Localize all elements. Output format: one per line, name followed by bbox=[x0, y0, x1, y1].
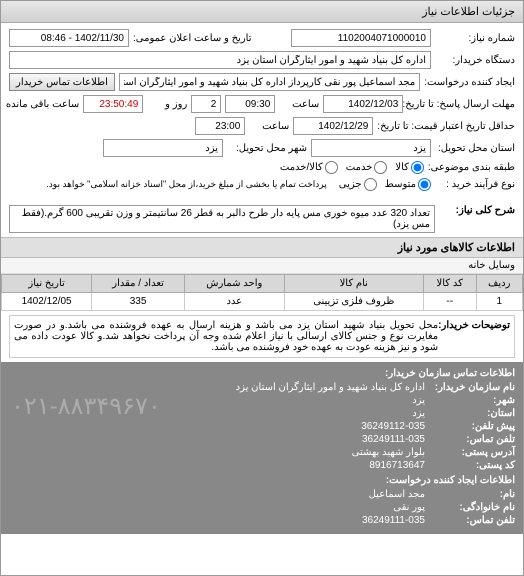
packaging-opt1[interactable]: کالا bbox=[395, 161, 424, 174]
table-row[interactable]: 1 -- ظروف فلزی تزیینی عدد 335 1402/12/05 bbox=[2, 293, 523, 311]
contact-section: ۰۲۱-۸۸۳۴۹۶۷۰ اطلاعات تماس سازمان خریدار:… bbox=[1, 362, 523, 534]
contact-name-label: نام: bbox=[425, 489, 515, 500]
contact-button[interactable]: اطلاعات تماس خریدار bbox=[9, 73, 115, 91]
contact-province: یزد bbox=[412, 408, 425, 419]
th-code: کد کالا bbox=[423, 275, 476, 293]
org-input[interactable] bbox=[9, 51, 431, 69]
contact-name: مجد اسماعیل bbox=[369, 489, 425, 500]
td-qty: 335 bbox=[92, 293, 185, 311]
th-unit: واحد شمارش bbox=[184, 275, 284, 293]
remain-time-input[interactable] bbox=[83, 95, 143, 113]
contact-postal-label: آدرس پستی: bbox=[425, 447, 515, 458]
description-input[interactable]: تعداد 320 عدد میوه خوری مس پایه دار طرح … bbox=[9, 205, 435, 233]
province-input[interactable] bbox=[311, 139, 431, 157]
td-code: -- bbox=[423, 293, 476, 311]
main-window: جزئیات اطلاعات نیاز شماره نیاز: تاریخ و … bbox=[0, 0, 524, 576]
send-time-input[interactable] bbox=[225, 95, 275, 113]
td-name: ظروف فلزی تزیینی bbox=[284, 293, 423, 311]
send-deadline-label: مهلت ارسال پاسخ: تا تاریخ: bbox=[407, 99, 515, 110]
th-qty: تعداد / مقدار bbox=[92, 275, 185, 293]
th-date: تاریخ نیاز bbox=[2, 275, 92, 293]
purchase-radio2[interactable] bbox=[364, 178, 377, 191]
org-label: دستگاه خریدار: bbox=[435, 55, 515, 66]
contact-family: پور نقی bbox=[393, 502, 425, 513]
packaging-radio-group: کالا خدمت کالا/خدمت bbox=[280, 161, 424, 174]
window-titlebar: جزئیات اطلاعات نیاز bbox=[1, 1, 523, 23]
contact-phone-label: پیش تلفن: bbox=[425, 421, 515, 432]
days-input[interactable] bbox=[191, 95, 221, 113]
window-title: جزئیات اطلاعات نیاز bbox=[422, 6, 515, 18]
packaging-label: طبقه بندی موضوعی: bbox=[428, 162, 515, 173]
contact-family-label: نام خانوادگی: bbox=[425, 502, 515, 513]
td-row: 1 bbox=[476, 293, 522, 311]
credit-label: حداقل تاریخ اعتبار قیمت: تا تاریخ: bbox=[377, 121, 515, 132]
buyer-notes-text: محل تحویل بنیاد شهید استان یزد می باشد و… bbox=[14, 320, 438, 353]
contact-postal: بلوار شهید بهشتی bbox=[352, 447, 425, 458]
purchase-radio1[interactable] bbox=[418, 178, 431, 191]
goods-category: وسایل خانه bbox=[1, 258, 523, 274]
date-label: تاریخ و ساعت اعلان عمومی: bbox=[133, 33, 252, 44]
buyer-notes-label: توضیحات خریدار: bbox=[438, 320, 510, 353]
table-header-row: ردیف کد کالا نام کالا واحد شمارش تعداد /… bbox=[2, 275, 523, 293]
city-input[interactable] bbox=[103, 139, 223, 157]
contact-postcode-label: کد پستی: bbox=[425, 460, 515, 471]
packaging-radio2[interactable] bbox=[374, 161, 387, 174]
days-label: روز و bbox=[147, 99, 187, 110]
credit-time-label: ساعت bbox=[249, 121, 289, 132]
td-unit: عدد bbox=[184, 293, 284, 311]
contact-org-label: نام سازمان خریدار: bbox=[425, 382, 515, 393]
contact-tel-label: تلفن تماس: bbox=[425, 515, 515, 526]
creator-title: اطلاعات ایجاد کننده درخواست: bbox=[9, 475, 515, 486]
date-input[interactable] bbox=[9, 29, 129, 47]
goods-section-header: اطلاعات کالاهای مورد نیاز bbox=[1, 237, 523, 258]
description-row: شرح کلی نیاز: تعداد 320 عدد میوه خوری مس… bbox=[1, 201, 523, 237]
credit-time-input[interactable] bbox=[195, 117, 245, 135]
contact-org: اداره کل بنیاد شهید و امور ایثارگران است… bbox=[236, 382, 425, 393]
th-row: ردیف bbox=[476, 275, 522, 293]
contact-phone: 36249112-035 bbox=[361, 421, 425, 432]
purchase-note: پرداخت تمام یا بخشی از مبلغ خرید،از محل … bbox=[46, 179, 326, 190]
contact-city-label: شهر: bbox=[425, 395, 515, 406]
purchase-radio-group: متوسط جزیی bbox=[339, 178, 431, 191]
contact-postcode: 8916713647 bbox=[369, 460, 425, 471]
watermark-phone: ۰۲۱-۸۸۳۴۹۶۷۰ bbox=[11, 392, 161, 421]
purchase-label: نوع فرآیند خرید : bbox=[435, 179, 515, 190]
contact-tel: 36249111-035 bbox=[362, 515, 425, 526]
city-label: شهر محل تحویل: bbox=[227, 143, 307, 154]
goods-table: ردیف کد کالا نام کالا واحد شمارش تعداد /… bbox=[1, 274, 523, 311]
buyer-notes-box: توضیحات خریدار: محل تحویل بنیاد شهید است… bbox=[9, 315, 515, 358]
remain-label: ساعت باقی مانده bbox=[9, 99, 79, 110]
contact-province-label: استان: bbox=[425, 408, 515, 419]
req-number-label: شماره نیاز: bbox=[435, 33, 515, 44]
purchase-opt1[interactable]: متوسط bbox=[385, 178, 431, 191]
packaging-opt3[interactable]: کالا/خدمت bbox=[280, 161, 338, 174]
contact-fax-label: تلفن تماس: bbox=[425, 434, 515, 445]
packaging-opt2[interactable]: خدمت bbox=[346, 161, 388, 174]
contact-fax: 36249111-035 bbox=[362, 434, 425, 445]
description-label: شرح کلی نیاز: bbox=[435, 205, 515, 216]
send-time-label: ساعت bbox=[279, 99, 319, 110]
td-date: 1402/12/05 bbox=[2, 293, 92, 311]
contact-title: اطلاعات تماس سازمان خریدار: bbox=[9, 368, 515, 379]
req-number-input[interactable] bbox=[291, 29, 431, 47]
packaging-radio3[interactable] bbox=[325, 161, 338, 174]
purchase-opt2[interactable]: جزیی bbox=[339, 178, 377, 191]
credit-date-input[interactable] bbox=[293, 117, 373, 135]
creator-label: ایجاد کننده درخواست: bbox=[424, 77, 515, 88]
creator-input[interactable] bbox=[119, 73, 420, 91]
province-label: استان محل تحویل: bbox=[435, 143, 515, 154]
send-date-input[interactable] bbox=[323, 95, 403, 113]
header-section: شماره نیاز: تاریخ و ساعت اعلان عمومی: دس… bbox=[1, 23, 523, 201]
contact-city: یزد bbox=[412, 395, 425, 406]
packaging-radio1[interactable] bbox=[411, 161, 424, 174]
th-name: نام کالا bbox=[284, 275, 423, 293]
